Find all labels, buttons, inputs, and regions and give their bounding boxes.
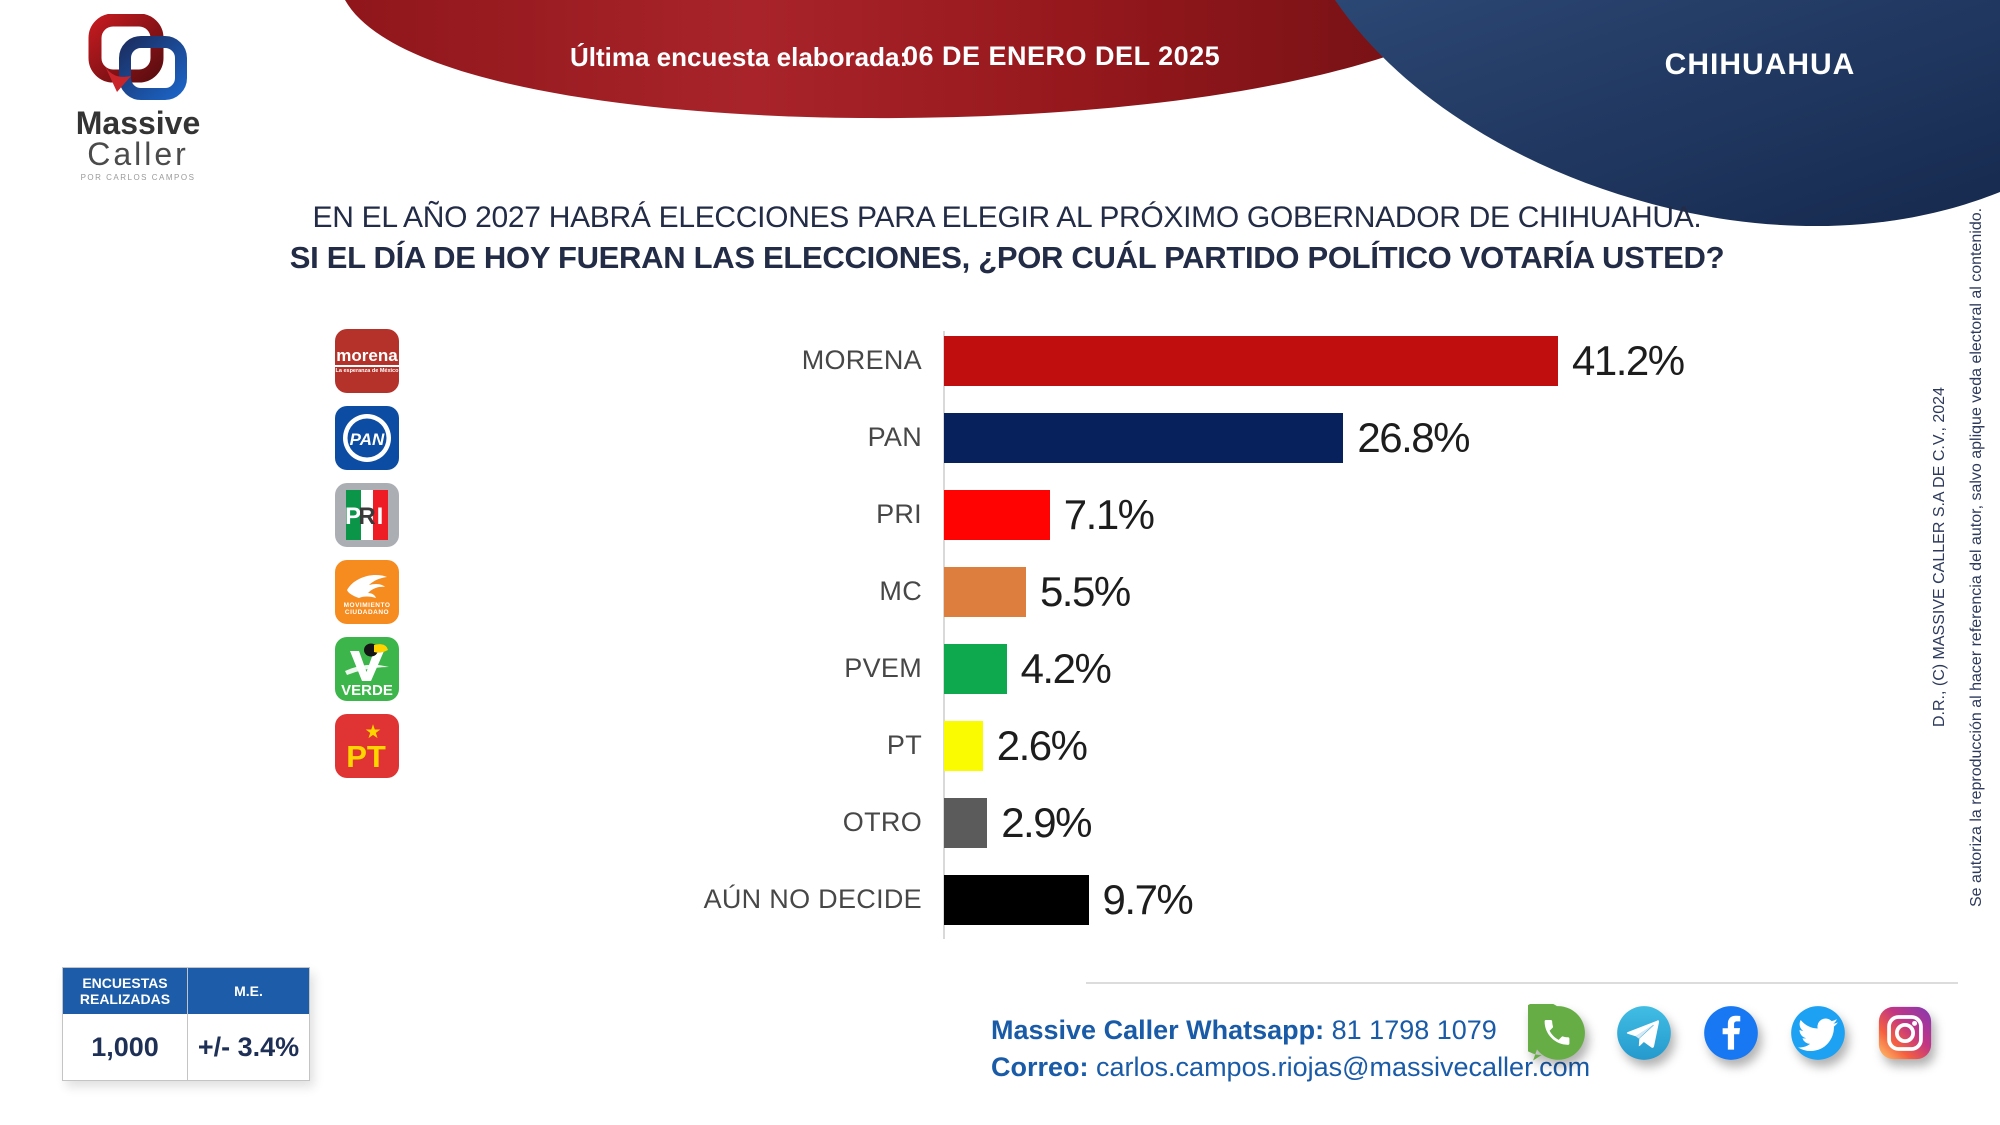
bar-morena — [944, 335, 1558, 386]
last-poll-date: 06 DE ENERO DEL 2025 — [903, 41, 1221, 71]
chart-row-morena: morena La esperanza de México MORENA 41.… — [335, 322, 1895, 399]
bar-otro — [944, 797, 988, 848]
whatsapp-number: 81 1798 1079 — [1331, 1015, 1497, 1045]
poll-question: EN EL AÑO 2027 HABRÁ ELECCIONES PARA ELE… — [92, 198, 1922, 278]
bar-value: 2.9% — [1001, 798, 1092, 846]
bar-label: AÚN NO DECIDE — [703, 884, 922, 914]
telegram-icon[interactable] — [1615, 1004, 1673, 1062]
bar-value: 5.5% — [1039, 567, 1131, 615]
chart-row-pt: ★ PT PT 2.6% — [335, 707, 1895, 784]
copyright-note: D.R., (C) MASSIVE CALLER S.A DE C.V., 20… — [1922, 140, 1996, 975]
bar-label: OTRO — [842, 807, 922, 837]
bar-value: 9.7% — [1102, 875, 1194, 923]
svg-text:★: ★ — [364, 721, 381, 743]
state-title: CHIHUAHUA — [1664, 48, 1856, 81]
facebook-icon[interactable] — [1702, 1004, 1760, 1062]
email-address: carlos.campos.riojas@massivecaller.com — [1096, 1052, 1591, 1082]
svg-text:I: I — [377, 503, 384, 530]
bar-label: MC — [879, 576, 922, 606]
stats-header-encuestas: ENCUESTAS REALIZADAS — [63, 968, 188, 1014]
red-banner-shape — [345, 0, 1505, 119]
party-logo-pan: PAN — [335, 405, 399, 470]
chart-row-pvem: VERDE PVEM 4.2% — [335, 630, 1895, 707]
bar-label: PVEM — [844, 653, 922, 683]
svg-text:P: P — [345, 503, 361, 530]
instagram-icon[interactable] — [1876, 1004, 1934, 1062]
whatsapp-icon[interactable] — [1528, 1004, 1586, 1062]
bar-value: 26.8% — [1357, 413, 1470, 461]
chart-row-pri: P R I PRI 7.1% — [335, 476, 1895, 553]
brand-word-caller: Caller — [87, 136, 189, 172]
bar-pt — [944, 720, 983, 771]
bar-mc — [944, 566, 1026, 617]
twitter-icon[interactable] — [1789, 1004, 1847, 1062]
bar-label: PAN — [867, 422, 922, 452]
brand-tagline: POR CARLOS CAMPOS — [80, 173, 196, 182]
stats-header-me: M.E. — [234, 983, 263, 999]
bar-value: 2.6% — [996, 721, 1088, 769]
bar-value: 4.2% — [1020, 644, 1112, 692]
copyright-line1: D.R., (C) MASSIVE CALLER S.A DE C.V., 20… — [1931, 387, 1949, 728]
footer-divider — [1086, 982, 1958, 984]
poll-question-line1: EN EL AÑO 2027 HABRÁ ELECCIONES PARA ELE… — [312, 201, 1702, 234]
party-logo-pt: ★ PT — [335, 713, 399, 778]
header-banner-graphic — [345, 0, 2000, 227]
brand-word-massive: Massive — [75, 105, 201, 141]
svg-text:R: R — [358, 503, 375, 530]
bar-label: MORENA — [801, 345, 922, 375]
bar-value: 7.1% — [1063, 490, 1155, 538]
bar-label: PRI — [876, 499, 922, 529]
poll-question-line2: SI EL DÍA DE HOY FUERAN LAS ELECCIONES, … — [289, 240, 1725, 275]
stats-value-me: +/- 3.4% — [197, 1031, 300, 1062]
chart-row-pan: PAN PAN 26.8% — [335, 399, 1895, 476]
chart-axis-line — [943, 331, 945, 939]
bar-aun-no-decide — [944, 874, 1089, 925]
sample-stats-table: ENCUESTAS REALIZADAS M.E. 1,000 +/- 3.4% — [62, 967, 310, 1081]
navy-corner-shape — [1335, 0, 2000, 227]
svg-text:PAN: PAN — [350, 430, 385, 449]
whatsapp-label: Massive Caller Whatsapp: — [991, 1015, 1325, 1045]
party-logo-pvem: VERDE — [335, 636, 399, 701]
contact-whatsapp-line: Massive Caller Whatsapp: 81 1798 1079 — [991, 1012, 1590, 1049]
contact-email-line: Correo: carlos.campos.riojas@massivecall… — [991, 1049, 1590, 1086]
bar-pvem — [944, 643, 1007, 694]
chart-row-mc: MOVIMIENTO CIUDADANO MC 5.5% — [335, 553, 1895, 630]
copyright-line2: Se autoriza la reproducción al hacer ref… — [1968, 207, 1986, 908]
party-logo-morena: morena La esperanza de México — [335, 328, 399, 393]
bar-pri — [944, 489, 1050, 540]
speech-bubbles-icon — [88, 14, 187, 100]
svg-text:PT: PT — [346, 739, 386, 774]
chart-row-aun-no-decide: AÚN NO DECIDE 9.7% — [335, 861, 1895, 938]
contact-info: Massive Caller Whatsapp: 81 1798 1079 Co… — [991, 1012, 1590, 1086]
bar-label: PT — [886, 730, 922, 760]
stats-value-encuestas: 1,000 — [63, 1014, 188, 1080]
last-poll-label: Última encuesta elaborada: — [570, 42, 909, 72]
party-logo-pri: P R I — [335, 482, 399, 547]
massive-caller-logo: Massive Caller POR CARLOS CAMPOS — [58, 14, 218, 182]
bar-pan — [944, 412, 1344, 463]
chart-row-otro: OTRO 2.9% — [335, 784, 1895, 861]
social-icons — [1528, 1004, 1934, 1062]
email-label: Correo: — [991, 1052, 1089, 1082]
bar-chart: morena La esperanza de México MORENA 41.… — [335, 322, 1895, 938]
svg-text:VERDE: VERDE — [341, 682, 393, 699]
party-logo-mc: MOVIMIENTO CIUDADANO — [335, 559, 399, 624]
bar-value: 41.2% — [1572, 336, 1685, 384]
